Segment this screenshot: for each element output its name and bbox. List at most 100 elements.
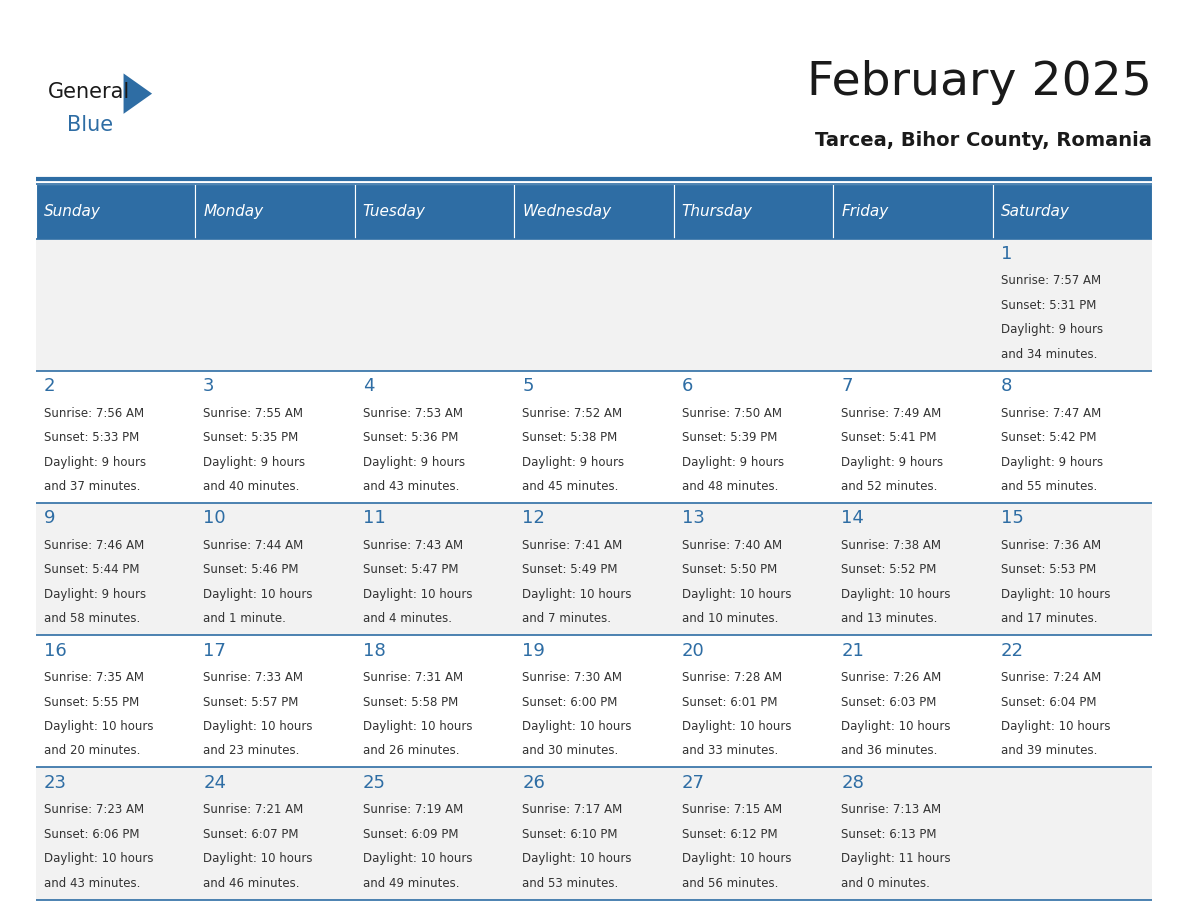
- Bar: [36, 184, 195, 239]
- Text: Sunset: 5:36 PM: Sunset: 5:36 PM: [362, 431, 459, 444]
- Text: and 55 minutes.: and 55 minutes.: [1000, 480, 1097, 493]
- Text: Daylight: 10 hours: Daylight: 10 hours: [203, 588, 312, 600]
- Text: 1: 1: [1000, 245, 1012, 263]
- Text: Sunset: 5:44 PM: Sunset: 5:44 PM: [44, 564, 139, 577]
- Text: General: General: [48, 82, 129, 102]
- Text: Daylight: 9 hours: Daylight: 9 hours: [203, 455, 305, 468]
- Text: and 43 minutes.: and 43 minutes.: [362, 480, 459, 493]
- Text: Sunset: 5:52 PM: Sunset: 5:52 PM: [841, 564, 936, 577]
- Text: Sunrise: 7:17 AM: Sunrise: 7:17 AM: [523, 803, 623, 816]
- Polygon shape: [124, 73, 152, 114]
- Bar: [993, 767, 1152, 900]
- Text: Sunrise: 7:40 AM: Sunrise: 7:40 AM: [682, 539, 782, 552]
- Bar: [993, 503, 1152, 635]
- Text: and 23 minutes.: and 23 minutes.: [203, 744, 299, 757]
- Text: Sunrise: 7:28 AM: Sunrise: 7:28 AM: [682, 671, 782, 684]
- Text: 7: 7: [841, 377, 853, 396]
- Bar: [674, 239, 833, 371]
- Text: and 34 minutes.: and 34 minutes.: [1000, 348, 1098, 361]
- Text: Daylight: 9 hours: Daylight: 9 hours: [841, 455, 943, 468]
- Text: Daylight: 10 hours: Daylight: 10 hours: [523, 588, 632, 600]
- Bar: [36, 371, 195, 503]
- Bar: [674, 371, 833, 503]
- Text: Sunset: 5:50 PM: Sunset: 5:50 PM: [682, 564, 777, 577]
- Bar: [195, 184, 355, 239]
- Text: Daylight: 10 hours: Daylight: 10 hours: [362, 588, 472, 600]
- Text: and 4 minutes.: and 4 minutes.: [362, 612, 451, 625]
- Text: Sunset: 5:55 PM: Sunset: 5:55 PM: [44, 696, 139, 709]
- Bar: [195, 371, 355, 503]
- Text: Friday: Friday: [841, 204, 889, 218]
- Text: and 53 minutes.: and 53 minutes.: [523, 877, 619, 890]
- Text: 19: 19: [523, 642, 545, 660]
- Text: Sunrise: 7:38 AM: Sunrise: 7:38 AM: [841, 539, 941, 552]
- Text: and 39 minutes.: and 39 minutes.: [1000, 744, 1098, 757]
- Text: Sunset: 6:13 PM: Sunset: 6:13 PM: [841, 828, 937, 841]
- Text: and 45 minutes.: and 45 minutes.: [523, 480, 619, 493]
- Text: Daylight: 9 hours: Daylight: 9 hours: [1000, 455, 1102, 468]
- Text: and 37 minutes.: and 37 minutes.: [44, 480, 140, 493]
- Text: Sunrise: 7:47 AM: Sunrise: 7:47 AM: [1000, 407, 1101, 420]
- Bar: [833, 767, 993, 900]
- Bar: [993, 239, 1152, 371]
- Text: Sunset: 6:10 PM: Sunset: 6:10 PM: [523, 828, 618, 841]
- Text: Sunset: 5:33 PM: Sunset: 5:33 PM: [44, 431, 139, 444]
- Bar: [514, 239, 674, 371]
- Bar: [993, 371, 1152, 503]
- Bar: [355, 371, 514, 503]
- Bar: [674, 184, 833, 239]
- Text: Sunrise: 7:57 AM: Sunrise: 7:57 AM: [1000, 274, 1101, 287]
- Text: Sunrise: 7:53 AM: Sunrise: 7:53 AM: [362, 407, 462, 420]
- Bar: [195, 503, 355, 635]
- Bar: [833, 184, 993, 239]
- Bar: [514, 371, 674, 503]
- Text: Sunset: 6:12 PM: Sunset: 6:12 PM: [682, 828, 777, 841]
- Text: Sunset: 5:53 PM: Sunset: 5:53 PM: [1000, 564, 1097, 577]
- Text: Daylight: 10 hours: Daylight: 10 hours: [1000, 588, 1111, 600]
- Text: Sunrise: 7:26 AM: Sunrise: 7:26 AM: [841, 671, 942, 684]
- Bar: [674, 767, 833, 900]
- Text: and 7 minutes.: and 7 minutes.: [523, 612, 611, 625]
- Bar: [355, 635, 514, 767]
- Bar: [833, 239, 993, 371]
- Text: and 10 minutes.: and 10 minutes.: [682, 612, 778, 625]
- Text: and 52 minutes.: and 52 minutes.: [841, 480, 937, 493]
- Text: Daylight: 10 hours: Daylight: 10 hours: [362, 852, 472, 865]
- Text: Sunrise: 7:46 AM: Sunrise: 7:46 AM: [44, 539, 144, 552]
- Text: Sunrise: 7:31 AM: Sunrise: 7:31 AM: [362, 671, 463, 684]
- Text: Daylight: 9 hours: Daylight: 9 hours: [682, 455, 784, 468]
- Text: and 46 minutes.: and 46 minutes.: [203, 877, 299, 890]
- Text: 13: 13: [682, 509, 704, 528]
- Text: Daylight: 9 hours: Daylight: 9 hours: [362, 455, 465, 468]
- Text: Daylight: 10 hours: Daylight: 10 hours: [362, 720, 472, 733]
- Text: Sunset: 6:00 PM: Sunset: 6:00 PM: [523, 696, 618, 709]
- Text: 15: 15: [1000, 509, 1024, 528]
- Text: Sunset: 5:42 PM: Sunset: 5:42 PM: [1000, 431, 1097, 444]
- Text: Tuesday: Tuesday: [362, 204, 425, 218]
- Text: Wednesday: Wednesday: [523, 204, 612, 218]
- Text: Sunset: 5:31 PM: Sunset: 5:31 PM: [1000, 299, 1097, 312]
- Text: and 20 minutes.: and 20 minutes.: [44, 744, 140, 757]
- Text: Daylight: 10 hours: Daylight: 10 hours: [1000, 720, 1111, 733]
- Text: Daylight: 10 hours: Daylight: 10 hours: [523, 852, 632, 865]
- Text: Sunrise: 7:23 AM: Sunrise: 7:23 AM: [44, 803, 144, 816]
- Text: Daylight: 10 hours: Daylight: 10 hours: [682, 588, 791, 600]
- Text: and 30 minutes.: and 30 minutes.: [523, 744, 619, 757]
- Text: Sunrise: 7:43 AM: Sunrise: 7:43 AM: [362, 539, 463, 552]
- Text: and 36 minutes.: and 36 minutes.: [841, 744, 937, 757]
- Text: 5: 5: [523, 377, 533, 396]
- Text: Sunset: 5:47 PM: Sunset: 5:47 PM: [362, 564, 459, 577]
- Bar: [195, 767, 355, 900]
- Text: Sunrise: 7:55 AM: Sunrise: 7:55 AM: [203, 407, 303, 420]
- Text: Daylight: 9 hours: Daylight: 9 hours: [44, 588, 146, 600]
- Text: Daylight: 11 hours: Daylight: 11 hours: [841, 852, 950, 865]
- Text: Sunset: 6:09 PM: Sunset: 6:09 PM: [362, 828, 459, 841]
- Text: Daylight: 10 hours: Daylight: 10 hours: [523, 720, 632, 733]
- Bar: [514, 184, 674, 239]
- Text: 12: 12: [523, 509, 545, 528]
- Text: Sunrise: 7:56 AM: Sunrise: 7:56 AM: [44, 407, 144, 420]
- Text: Sunrise: 7:50 AM: Sunrise: 7:50 AM: [682, 407, 782, 420]
- Text: Thursday: Thursday: [682, 204, 753, 218]
- Text: 26: 26: [523, 774, 545, 792]
- Bar: [514, 635, 674, 767]
